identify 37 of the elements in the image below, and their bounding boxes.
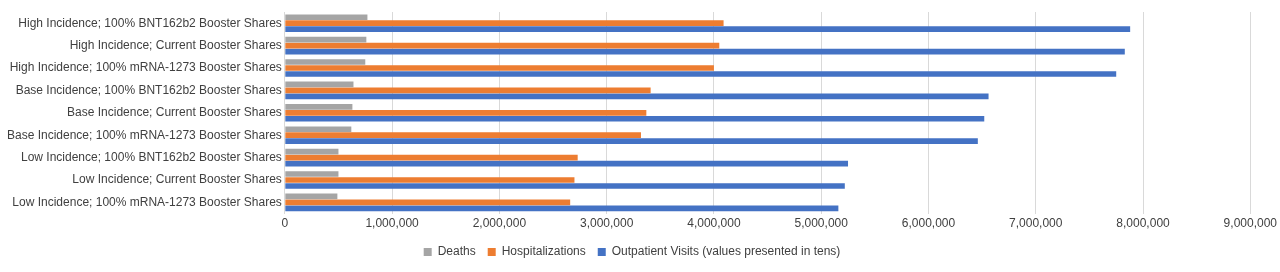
y-tick-label: Base Incidence; Current Booster Shares <box>67 105 282 120</box>
bar <box>285 26 1131 33</box>
y-tick-label: Low Incidence; Current Booster Shares <box>72 172 282 187</box>
x-tick-label: 2,000,000 <box>472 216 527 231</box>
y-tick-label: High Incidence; 100% BNT162b2 Booster Shares <box>18 15 282 30</box>
bar <box>285 177 575 183</box>
legend-label: Hospitalizations <box>501 244 586 259</box>
bar <box>285 103 353 110</box>
bar <box>285 14 368 21</box>
x-tick-label: 7,000,000 <box>1009 216 1063 231</box>
y-tick-label: Low Incidence; 100% mRNA-1273 Booster Shares <box>12 194 282 209</box>
x-tick-label: 5,000,000 <box>794 216 849 231</box>
x-tick-label: 1,000,000 <box>365 216 420 231</box>
x-tick-label: 3,000,000 <box>579 216 634 231</box>
y-tick-label: Base Incidence; 100% mRNA-1273 Booster Shares <box>6 127 282 142</box>
bar <box>285 183 845 189</box>
bar <box>285 126 352 133</box>
bar <box>285 59 366 65</box>
y-tick-label: Low Incidence; 100% BNT162b2 Booster Shares <box>20 149 282 164</box>
bar <box>285 138 978 145</box>
bar <box>285 109 647 116</box>
x-tick-label: 4,000,000 <box>687 216 741 231</box>
bar <box>285 20 724 27</box>
y-tick-label: High Incidence; 100% mRNA-1273 Booster Shares <box>9 60 282 75</box>
legend-label: Outpatient Visits (values presented in tens) <box>611 244 841 259</box>
x-tick-label: 9,000,000 <box>1223 216 1278 231</box>
bar <box>285 171 339 177</box>
x-tick-label: 8,000,000 <box>1116 216 1171 231</box>
bar <box>285 132 641 139</box>
x-tick-label: 6,000,000 <box>901 216 956 231</box>
y-tick-label: High Incidence; Current Booster Shares <box>69 37 282 52</box>
y-tick-label: Base Incidence; 100% BNT162b2 Booster Shares <box>15 82 282 97</box>
x-tick-label: 0 <box>281 216 289 231</box>
legend-label: Deaths <box>437 244 476 259</box>
bar <box>285 65 714 71</box>
bar <box>285 115 985 122</box>
bar <box>285 71 1117 77</box>
